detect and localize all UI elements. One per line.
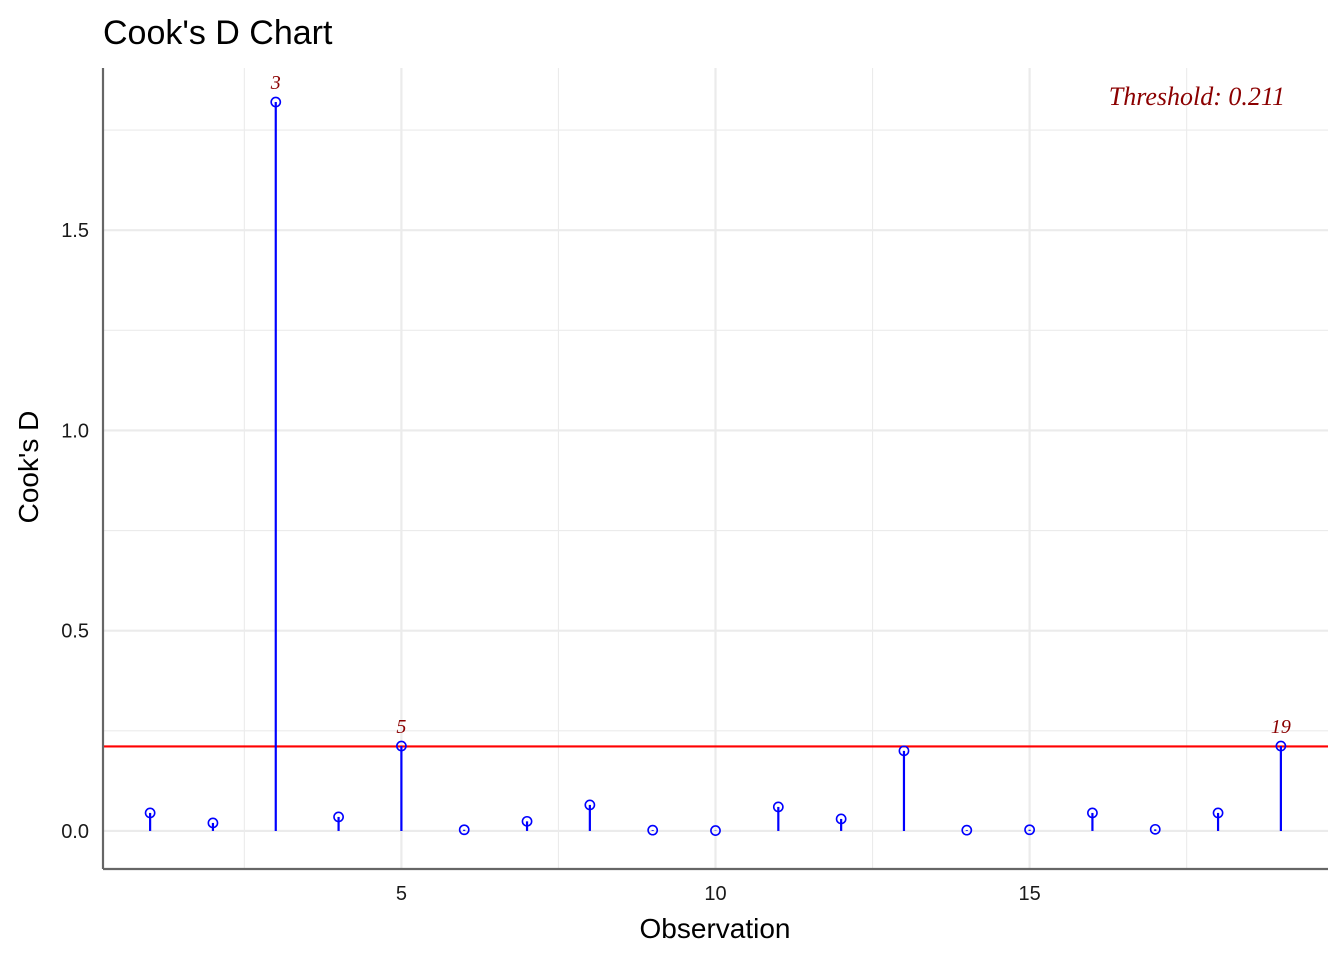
y-axis-title: Cook's D — [13, 411, 44, 524]
point-obs-6 — [458, 824, 470, 836]
point-obs-5 — [395, 740, 407, 752]
point-obs-19 — [1275, 740, 1287, 752]
point-obs-16 — [1087, 807, 1098, 819]
marks: 3 5 19 — [144, 72, 1291, 836]
ticks: 0.0 0.5 1.0 1.5 5 10 15 — [61, 220, 1041, 905]
point-obs-15 — [1024, 824, 1036, 836]
point-obs-2 — [207, 817, 219, 829]
y-tick-label: 0.5 — [61, 621, 89, 643]
point-obs-14 — [961, 824, 973, 836]
point-obs-10 — [710, 825, 721, 836]
y-tick-label: 0.0 — [61, 821, 89, 843]
point-obs-1 — [144, 807, 156, 819]
point-obs-9 — [647, 824, 659, 836]
x-tick-label: 5 — [396, 883, 407, 905]
point-label-5: 5 — [396, 716, 406, 738]
threshold-annotation: Threshold: 0.211 — [1109, 82, 1285, 111]
point-obs-7 — [521, 815, 533, 827]
point-obs-3 — [270, 96, 282, 108]
point-label-3: 3 — [270, 72, 281, 94]
point-obs-13 — [898, 745, 910, 757]
axes — [101, 68, 1328, 871]
point-obs-8 — [584, 799, 596, 811]
chart-title: Cook's D Chart — [103, 14, 333, 52]
grid — [103, 68, 1328, 869]
x-axis-title: Observation — [640, 913, 791, 944]
point-obs-18 — [1212, 807, 1224, 819]
x-tick-label: 15 — [1018, 883, 1040, 905]
x-tick-label: 10 — [704, 883, 726, 905]
y-tick-label: 1.5 — [61, 220, 89, 242]
y-tick-label: 1.0 — [61, 420, 89, 442]
point-obs-12 — [835, 813, 847, 825]
point-label-19: 19 — [1271, 716, 1291, 738]
point-obs-17 — [1149, 823, 1161, 835]
point-obs-4 — [333, 811, 344, 823]
point-obs-11 — [772, 801, 784, 813]
